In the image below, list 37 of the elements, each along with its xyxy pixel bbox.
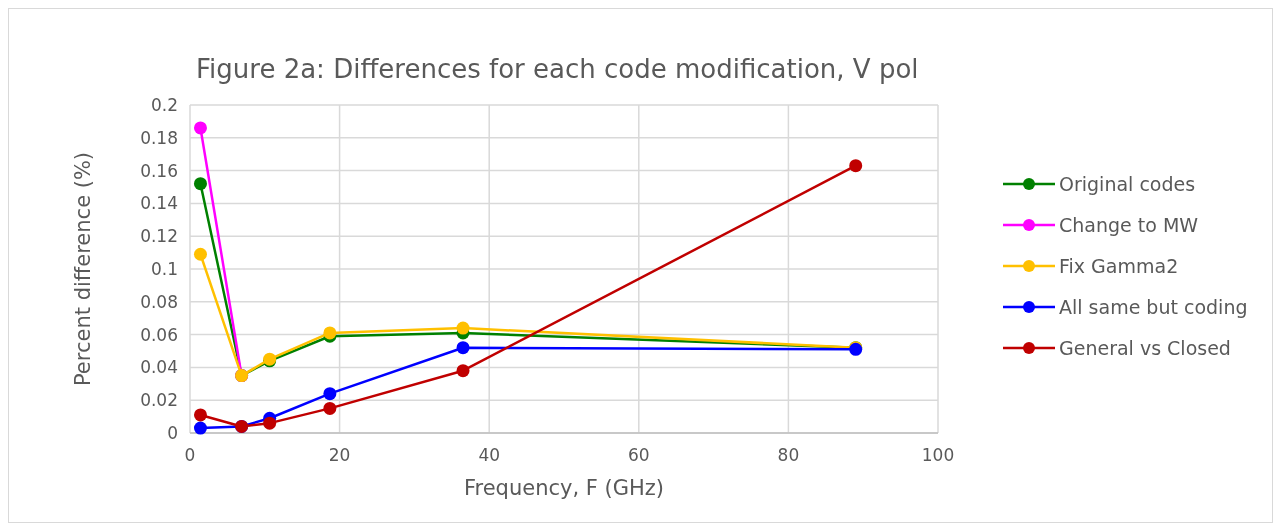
legend-label: Fix Gamma2 xyxy=(1059,254,1179,277)
legend-label: Change to MW xyxy=(1059,213,1199,236)
x-tick-label: 60 xyxy=(627,445,650,465)
x-axis-title: Frequency, F (GHz) xyxy=(463,476,665,500)
point xyxy=(456,364,470,378)
legend-label: All same but coding xyxy=(1059,295,1248,318)
point xyxy=(193,408,207,422)
x-tick-label: 80 xyxy=(777,445,800,465)
x-tick-label: 20 xyxy=(328,445,351,465)
y-tick-label: 0.1 xyxy=(150,258,178,279)
y-tick-label: 0.04 xyxy=(140,357,178,378)
point xyxy=(193,177,207,191)
point xyxy=(263,416,277,430)
point xyxy=(849,159,863,173)
legend-label: Original codes xyxy=(1059,172,1196,195)
point xyxy=(193,247,207,261)
x-tick-label: 0 xyxy=(184,445,196,465)
point xyxy=(456,341,470,355)
y-tick-label: 0.08 xyxy=(140,291,178,312)
y-tick-label: 0.06 xyxy=(140,324,178,345)
point xyxy=(323,401,337,415)
x-tick-label: 40 xyxy=(478,445,501,465)
y-tick-label: 0.02 xyxy=(140,390,178,411)
y-tick-label: 0.18 xyxy=(140,127,178,148)
y-axis-title: Percent difference (%) xyxy=(71,151,95,387)
y-tick-label: 0.14 xyxy=(140,193,178,214)
point xyxy=(193,421,207,435)
y-tick-label: 0 xyxy=(167,422,178,443)
y-tick-label: 0.2 xyxy=(150,94,178,115)
x-tick-label: 100 xyxy=(921,445,955,465)
chart-title: Figure 2a: Differences for each code modification, V pol xyxy=(196,54,919,84)
y-tick-label: 0.16 xyxy=(140,160,178,181)
y-tick-label: 0.12 xyxy=(140,226,178,247)
legend-label: General vs Closed xyxy=(1059,336,1231,359)
point xyxy=(456,321,470,335)
point xyxy=(323,387,337,401)
point xyxy=(193,121,207,135)
